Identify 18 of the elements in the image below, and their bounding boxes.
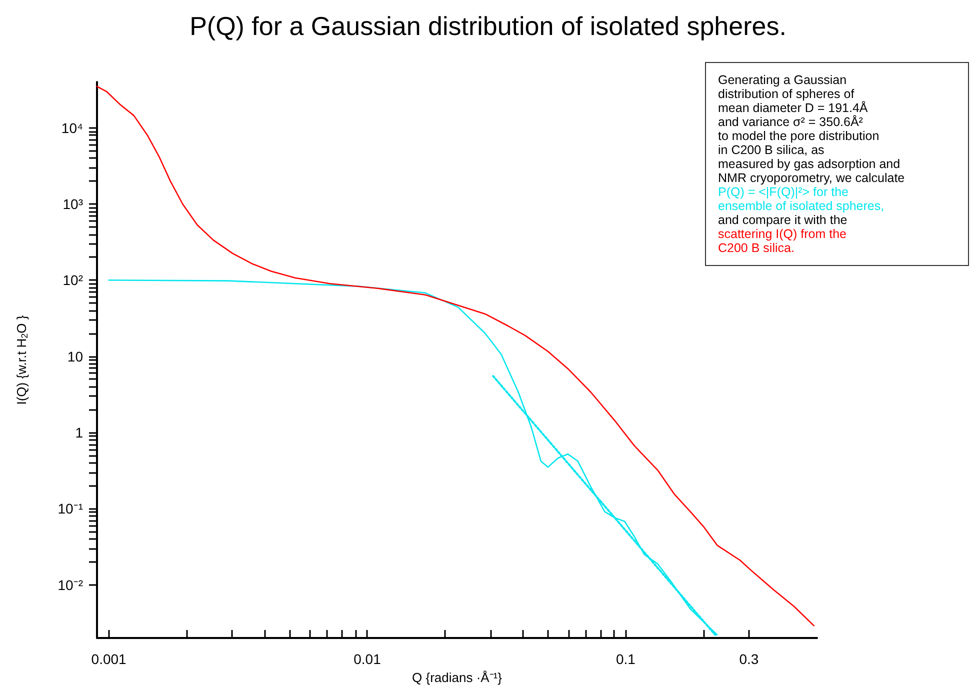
x-axis-title: Q {radians ·Å⁻¹} xyxy=(412,670,503,685)
y-tick-label: 10³ xyxy=(62,196,84,212)
annotation: Generating a Gaussian distribution of spheres of mean diameter D = 191.4Å and variance σ² = 350.6Å² to model the pore distribution in C200 B silica, as measured by gas adsorption and NMR cryoporometry, we calculate xyxy=(718,73,905,185)
y-tick-label: 10⁻² xyxy=(58,576,84,593)
annotation: scattering I(Q) from the C200 B silica. xyxy=(718,227,847,255)
y-axis-title: I(Q) {w.r.t H2O } xyxy=(14,314,30,405)
y-tick-label: 10⁴ xyxy=(61,120,83,136)
x-tick-label: 0.1 xyxy=(616,651,636,667)
y-tick-label: 10 xyxy=(67,348,84,364)
x-tick-label: 0.001 xyxy=(91,651,127,667)
chart-title: P(Q) for a Gaussian distribution of isolated spheres. xyxy=(190,11,786,41)
x-tick-label: 0.3 xyxy=(739,651,759,667)
annotation: P(Q) = <|F(Q)|²> for the ensemble of isolated spheres, xyxy=(718,185,884,213)
y-tick-label: 10² xyxy=(62,272,84,288)
y-tick-label: 10⁻¹ xyxy=(58,500,84,517)
annotation: and compare it with the xyxy=(718,213,848,227)
x-tick-label: 0.01 xyxy=(354,651,382,667)
y-tick-label: 1 xyxy=(75,424,84,440)
